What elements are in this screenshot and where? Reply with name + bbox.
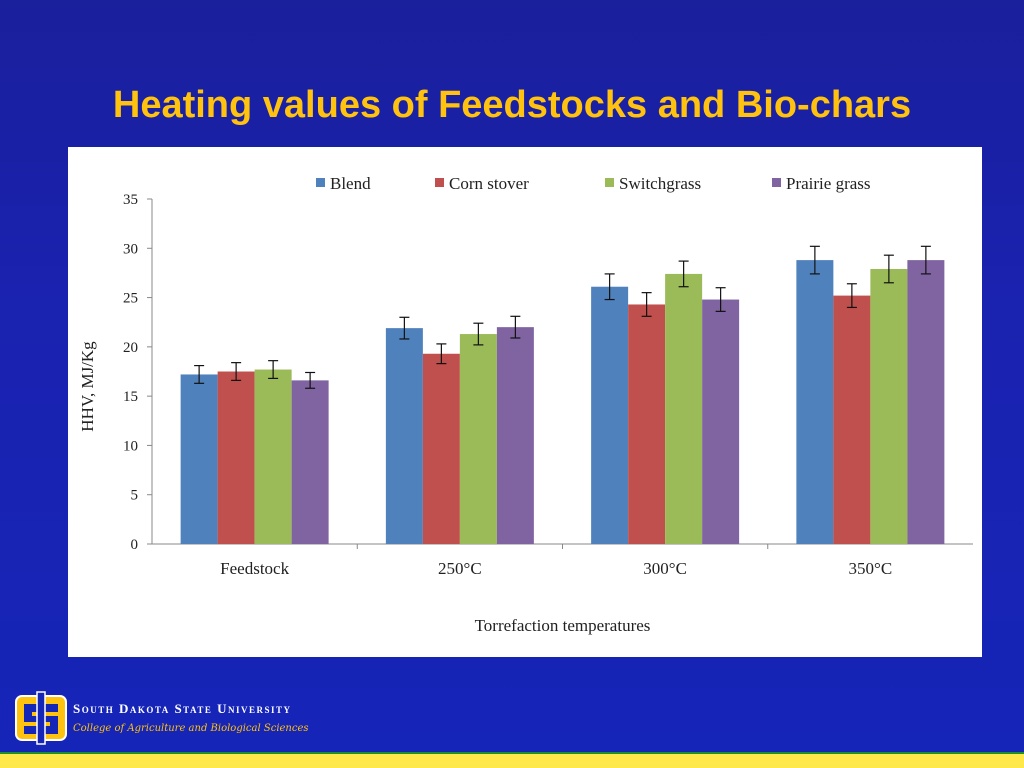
bar <box>422 353 460 544</box>
x-tick-label: 250°C <box>438 559 482 578</box>
bar <box>796 260 834 544</box>
bar <box>665 273 703 544</box>
x-tick-label: 350°C <box>849 559 893 578</box>
bar <box>254 369 292 544</box>
bar <box>907 260 945 544</box>
college-name: College of Agriculture and Biological Sc… <box>73 723 309 734</box>
y-axis-label: HHV, MJ/Kg <box>78 341 97 432</box>
bar <box>217 371 255 544</box>
bar <box>833 295 871 544</box>
legend-swatch <box>435 178 444 187</box>
bar <box>459 334 497 544</box>
bar-chart: 0 5 10 15 20 25 30 35 Feedstock 250°C 300°C 350°C To… <box>78 174 973 635</box>
y-tick-label: 25 <box>123 291 138 307</box>
y-tick-label: 10 <box>123 438 138 454</box>
legend-swatch <box>605 178 614 187</box>
slide-title: Heating values of Feedstocks and Bio-cha… <box>112 84 912 126</box>
y-tick-label: 0 <box>131 537 139 553</box>
footer-bar <box>0 752 1024 768</box>
x-axis-label: Torrefaction temperatures <box>475 616 651 635</box>
bar <box>291 380 329 544</box>
bar <box>702 299 740 544</box>
bar <box>180 374 218 544</box>
chart-panel: 0 5 10 15 20 25 30 35 Feedstock 250°C 300°C 350°C To… <box>68 147 982 657</box>
bar <box>496 327 534 544</box>
x-tick-label: Feedstock <box>220 559 289 578</box>
legend-swatch <box>772 178 781 187</box>
bar <box>385 328 423 544</box>
legend-label: Prairie grass <box>786 174 871 193</box>
bar <box>870 268 908 544</box>
bar <box>591 286 629 544</box>
y-tick-label: 15 <box>123 389 138 405</box>
x-tick-label: 300°C <box>643 559 687 578</box>
y-tick-label: 30 <box>123 241 138 257</box>
sdsu-logo <box>15 691 67 745</box>
legend-label: Switchgrass <box>619 174 701 193</box>
y-tick-label: 5 <box>131 488 139 504</box>
y-tick-label: 20 <box>123 340 138 356</box>
bar <box>628 304 666 544</box>
legend-swatch <box>316 178 325 187</box>
y-tick-label: 35 <box>123 192 138 208</box>
university-name: South Dakota State University <box>73 701 292 716</box>
legend-label: Corn stover <box>449 174 529 193</box>
legend-label: Blend <box>330 174 371 193</box>
